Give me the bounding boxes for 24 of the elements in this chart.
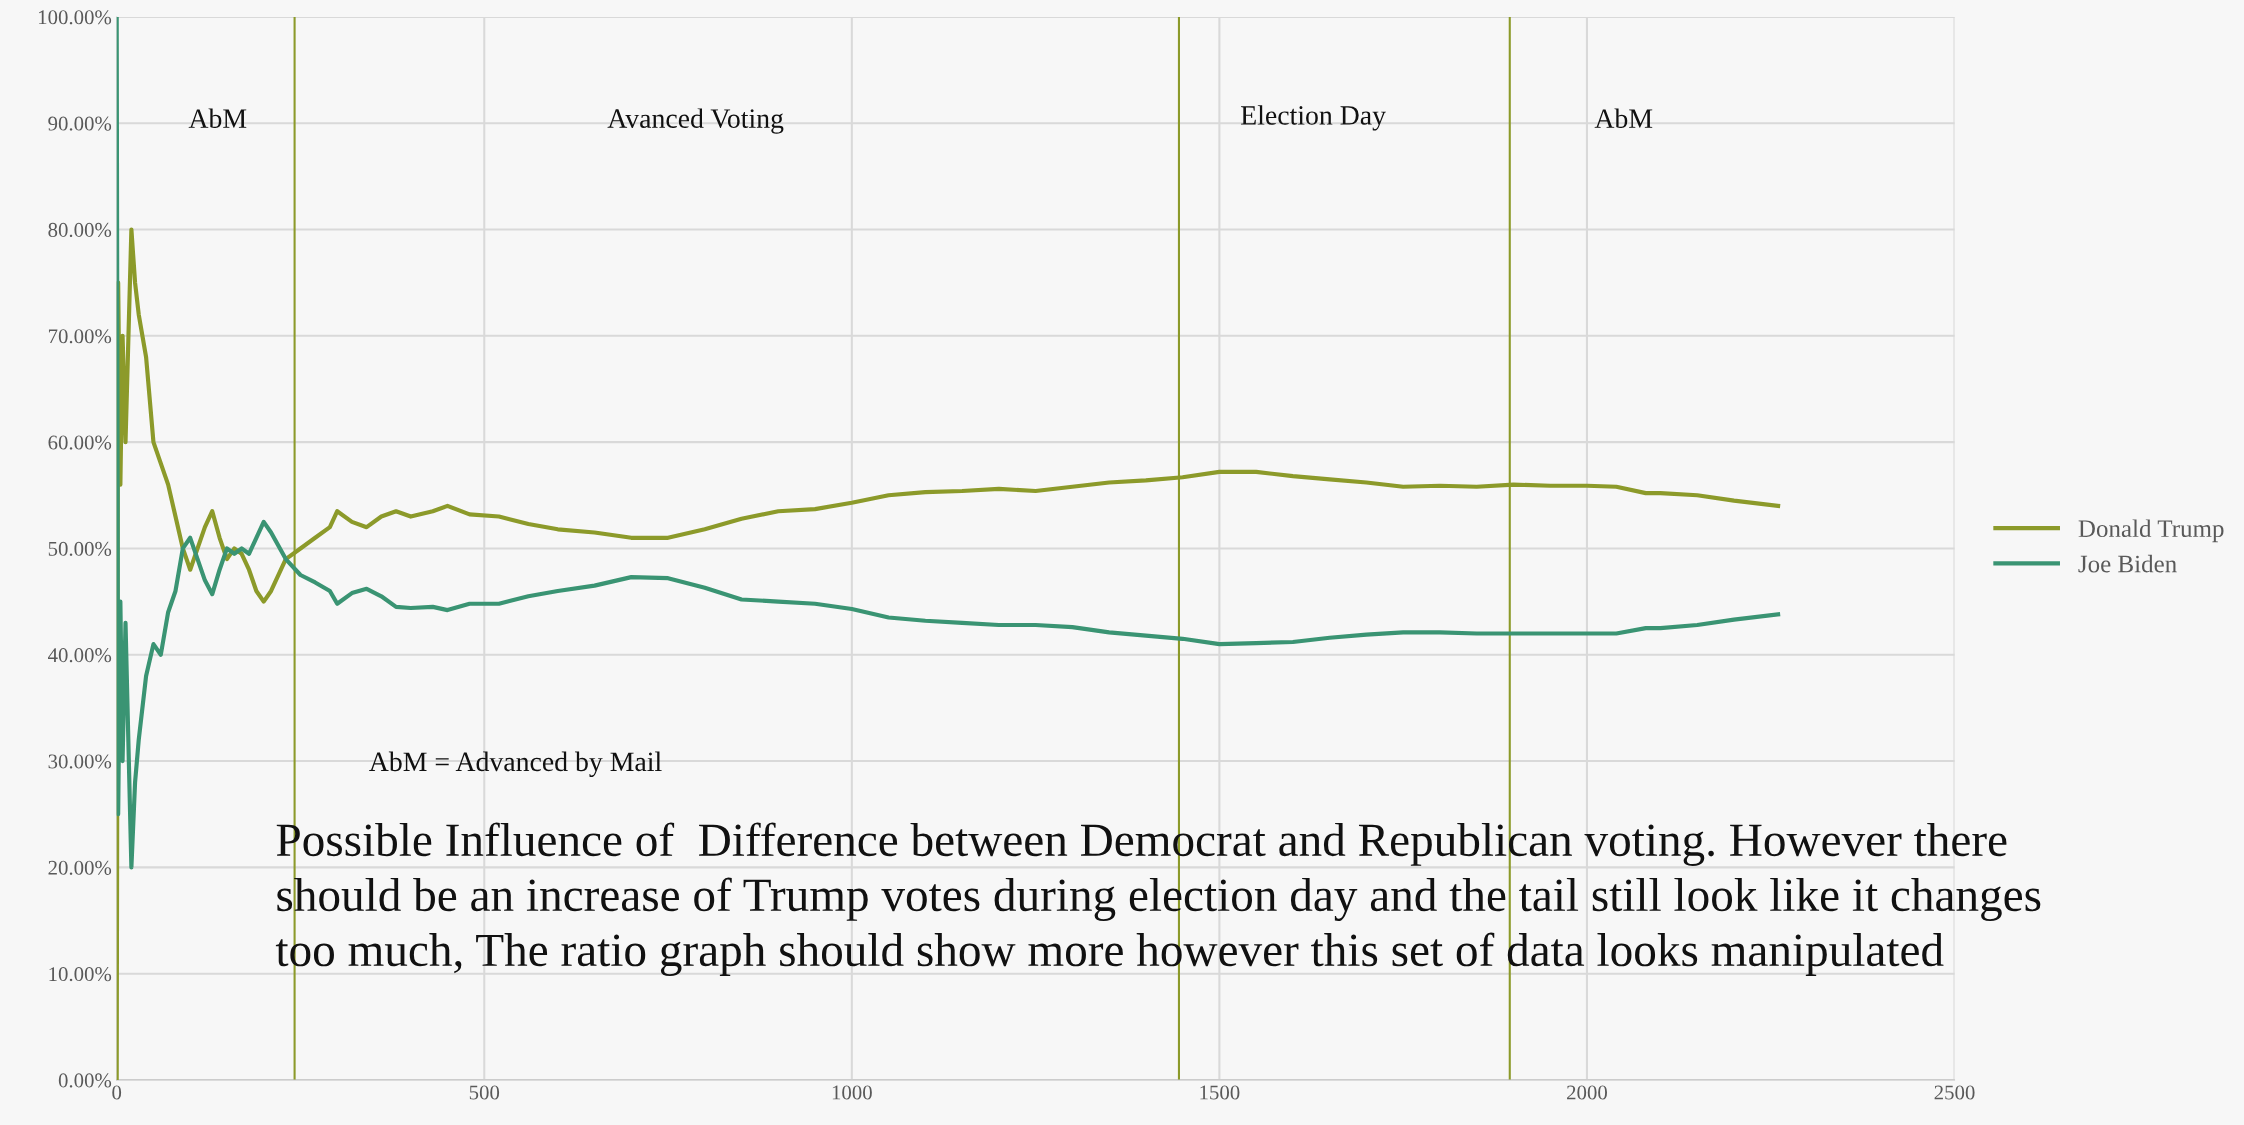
- annotation: AbM = Advanced by Mail: [369, 751, 662, 777]
- annotation: AbM: [188, 108, 247, 129]
- x-tick-label: 500: [469, 1085, 500, 1100]
- y-tick-label: 20.00%: [48, 860, 112, 875]
- legend-label: Joe Biden: [2078, 554, 2177, 573]
- x-tick-label: 1000: [832, 1085, 872, 1100]
- y-tick-label: 50.00%: [48, 541, 112, 556]
- y-tick-label: 60.00%: [48, 435, 112, 450]
- x-tick-label: 2000: [1567, 1085, 1607, 1100]
- annotation: Avanced Voting: [607, 108, 784, 134]
- x-tick-label: 1500: [1200, 1085, 1240, 1100]
- annotation: Election Day: [1241, 105, 1386, 131]
- y-tick-label: 0.00%: [58, 1073, 112, 1088]
- y-tick-label: 80.00%: [48, 222, 112, 238]
- x-tick-label: 0: [112, 1085, 122, 1100]
- y-tick-label: 40.00%: [48, 648, 112, 663]
- legend-label: Donald Trump: [2078, 519, 2224, 543]
- annotation: AbM: [1594, 108, 1653, 129]
- y-tick-label: 10.00%: [49, 967, 112, 982]
- x-tick-label: 2500: [1934, 1085, 1975, 1100]
- y-tick-label: 70.00%: [48, 329, 112, 344]
- y-tick-label: 30.00%: [48, 754, 112, 769]
- y-tick-label: 100.00%: [39, 10, 112, 25]
- y-tick-label: 90.00%: [48, 116, 112, 131]
